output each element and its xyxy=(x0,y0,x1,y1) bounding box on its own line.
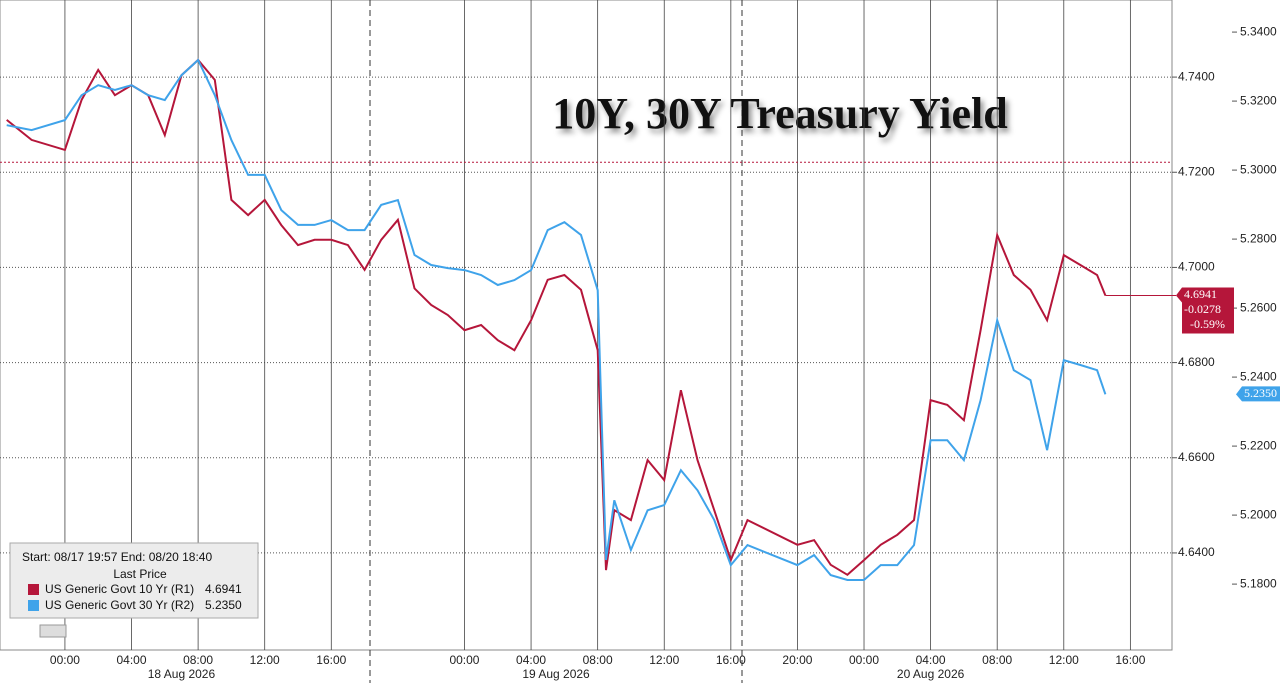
y-tick-label: 4.7200 xyxy=(1178,164,1215,178)
y-tick-label: 4.6400 xyxy=(1178,545,1215,559)
series-line xyxy=(6,58,1107,581)
y2-tick-label: 5.3400 xyxy=(1240,24,1277,38)
legend-label: US Generic Govt 10 Yr (R1) xyxy=(45,582,194,596)
y2-tick-label: 5.2000 xyxy=(1240,507,1277,521)
x-tick-label: 12:00 xyxy=(1049,653,1079,667)
last-change: -0.0278 xyxy=(1184,302,1221,316)
y2-tick-label: 5.3000 xyxy=(1240,162,1277,176)
legend-swatch xyxy=(28,600,39,611)
date-label: 20 Aug 2026 xyxy=(897,667,965,681)
series-line xyxy=(6,58,1107,577)
x-tick-label: 12:00 xyxy=(250,653,280,667)
x-tick-label: 04:00 xyxy=(516,653,546,667)
x-tick-label: 12:00 xyxy=(649,653,679,667)
y-tick-label: 4.7400 xyxy=(1178,69,1215,83)
y2-tick-label: 5.2200 xyxy=(1240,438,1277,452)
x-tick-label: 00:00 xyxy=(449,653,479,667)
x-tick-label: 16:00 xyxy=(716,653,746,667)
last-tag xyxy=(1236,386,1280,402)
legend-box xyxy=(9,542,259,619)
legend-value: 4.6941 xyxy=(205,582,242,596)
x-tick-label: 04:00 xyxy=(117,653,147,667)
y2-tick-label: 5.2600 xyxy=(1240,300,1277,314)
legend: Start: 08/17 19:57 End: 08/20 18:40 Last… xyxy=(9,542,259,619)
date-label: 18 Aug 2026 xyxy=(148,667,216,681)
x-tick-label: 16:00 xyxy=(316,653,346,667)
x-tick-label: 20:00 xyxy=(782,653,812,667)
y-tick-label: 4.6600 xyxy=(1178,450,1215,464)
legend-swatch xyxy=(28,584,39,595)
last-change-pct: -0.59% xyxy=(1190,317,1225,331)
last-value: 5.2350 xyxy=(1244,386,1277,400)
x-tick-label: 08:00 xyxy=(583,653,613,667)
y-tick-label: 4.7000 xyxy=(1178,260,1215,274)
legend-value: 5.2350 xyxy=(205,598,242,612)
y2-tick-label: 5.3200 xyxy=(1240,93,1277,107)
x-tick-label: 08:00 xyxy=(183,653,213,667)
legend-header: Start: 08/17 19:57 End: 08/20 18:40 xyxy=(22,550,212,564)
x-tick-label: 04:00 xyxy=(916,653,946,667)
x-tick-label: 00:00 xyxy=(849,653,879,667)
plot-area xyxy=(0,0,1173,651)
legend-toggle[interactable] xyxy=(39,624,67,638)
last-tag xyxy=(1176,287,1234,334)
legend-label: US Generic Govt 30 Yr (R2) xyxy=(45,598,194,612)
legend-subheader: Last Price xyxy=(113,567,167,581)
date-label: 19 Aug 2026 xyxy=(522,667,590,681)
y2-tick-label: 5.1800 xyxy=(1240,576,1277,590)
y2-tick-label: 5.2800 xyxy=(1240,231,1277,245)
chart-title: 10Y, 30Y Treasury Yield xyxy=(552,89,1008,138)
last-value: 4.6941 xyxy=(1184,287,1217,301)
y2-tick-label: 5.2400 xyxy=(1240,369,1277,383)
y-tick-label: 4.6800 xyxy=(1178,355,1215,369)
x-tick-label: 00:00 xyxy=(50,653,80,667)
x-tick-label: 16:00 xyxy=(1115,653,1145,667)
x-tick-label: 08:00 xyxy=(982,653,1012,667)
